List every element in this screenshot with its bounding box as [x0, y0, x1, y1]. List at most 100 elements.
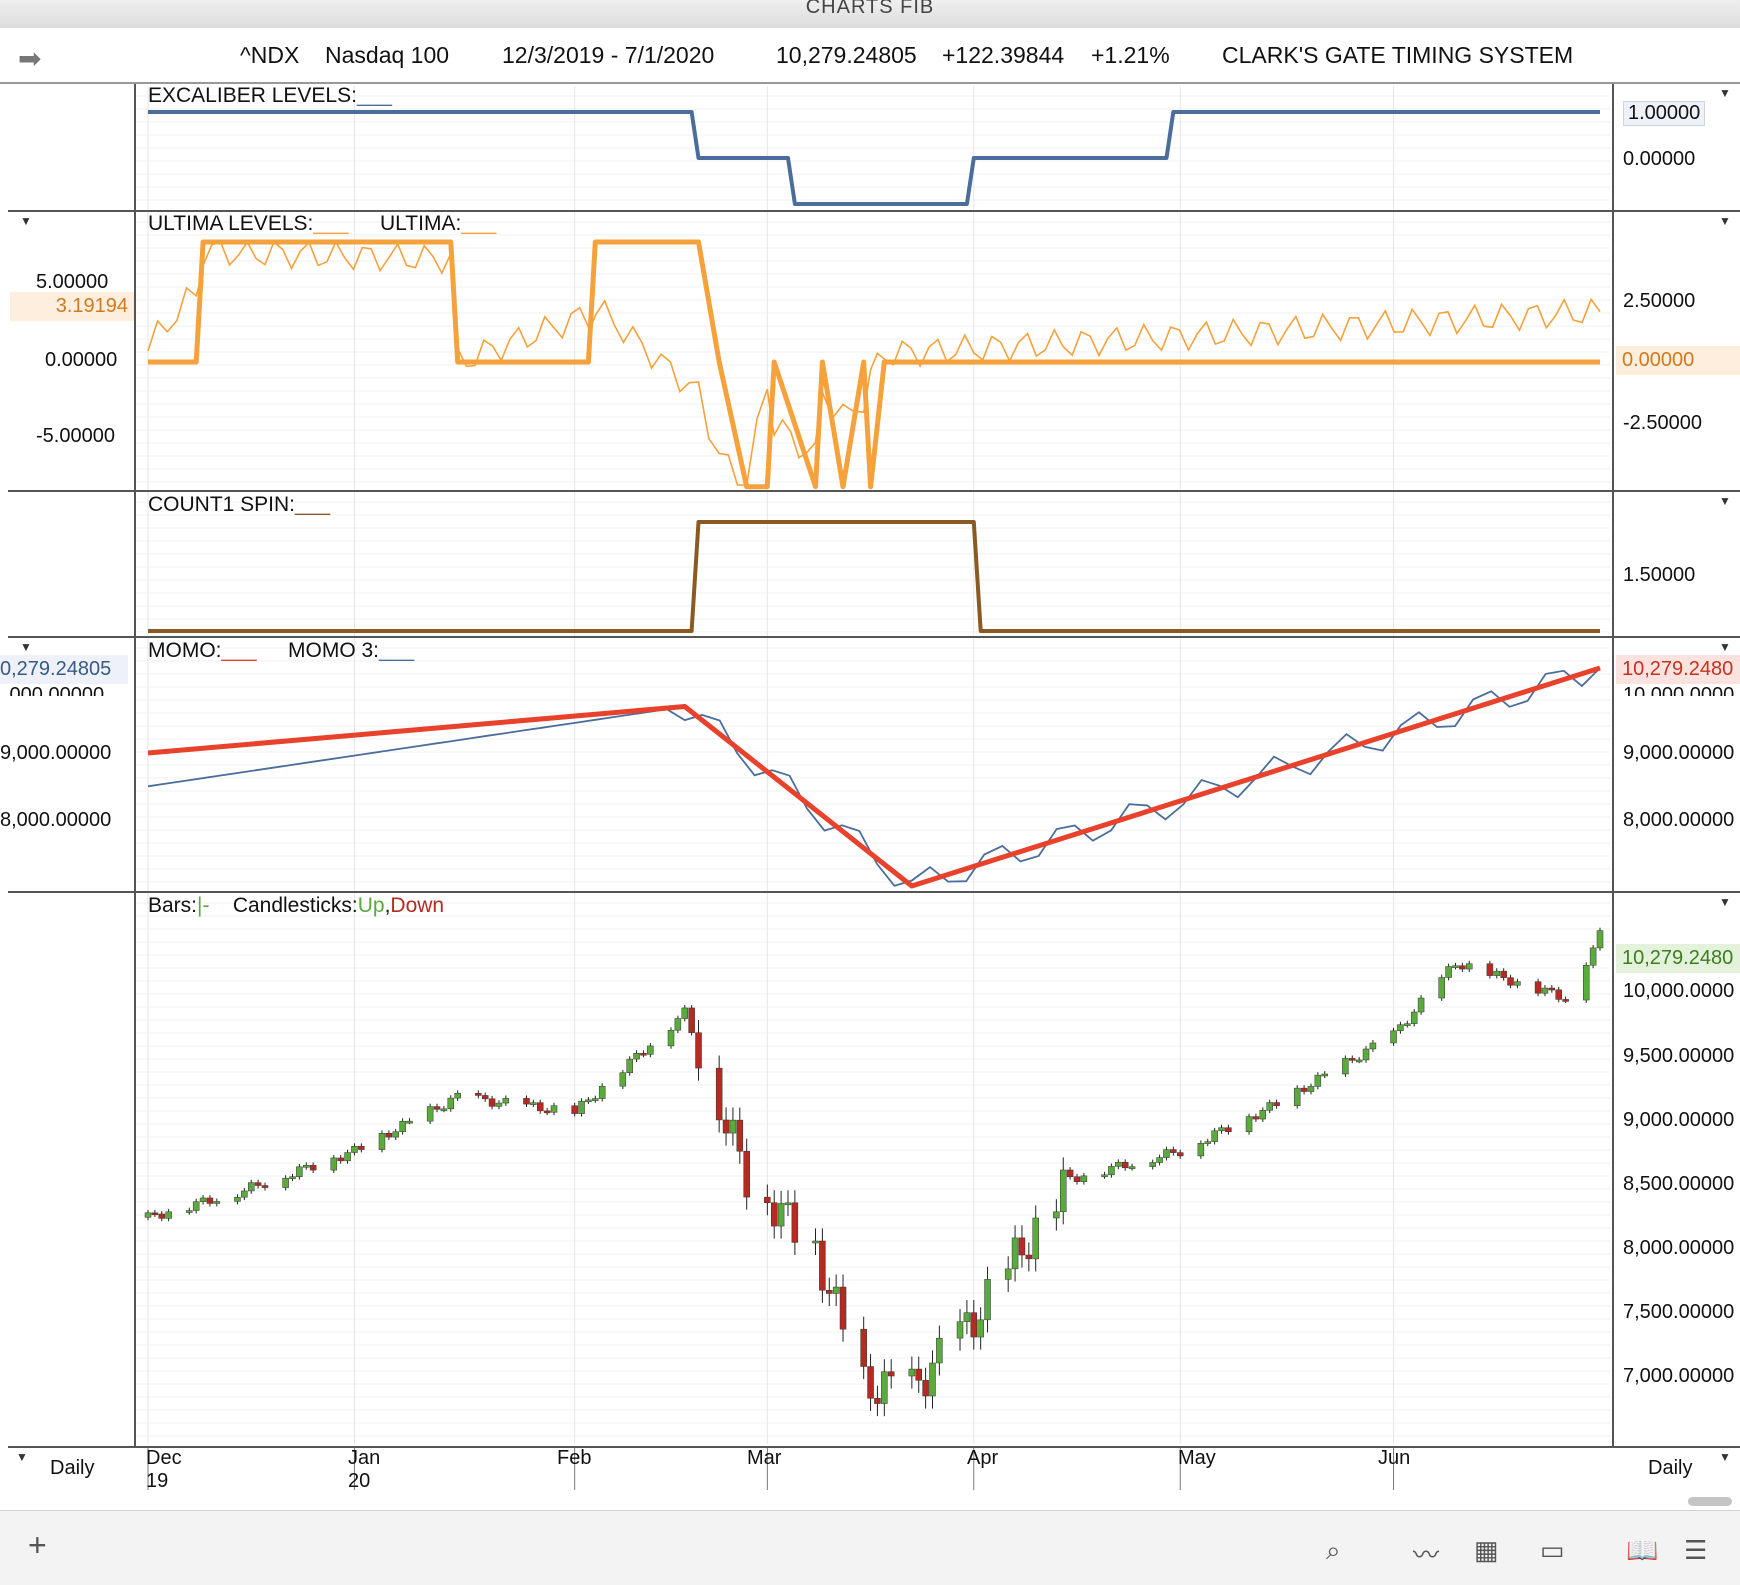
pane-divider[interactable] — [8, 891, 1740, 893]
pane-menu-caret-icon[interactable]: ▼ — [20, 640, 32, 654]
candle-body — [358, 1146, 365, 1150]
candle-body — [289, 1176, 296, 1179]
bars-symbol: |- — [197, 894, 210, 917]
candle-body — [1211, 1130, 1218, 1142]
arrow-right-icon[interactable]: ➡ — [18, 43, 42, 74]
line-chart-icon[interactable]: 〰 — [1413, 1540, 1440, 1570]
candle-body — [254, 1182, 262, 1186]
period-menu-caret-icon[interactable]: ▼ — [16, 1450, 28, 1464]
candle-body — [1101, 1174, 1108, 1178]
candle-body — [1596, 930, 1604, 949]
menu-icon[interactable]: ☰ — [1684, 1535, 1708, 1565]
candle-body — [619, 1072, 627, 1087]
instrument-name: Nasdaq 100 — [325, 42, 450, 68]
momo-right-tick-9000: 9,000.00000 — [1623, 742, 1735, 764]
pane-divider[interactable] — [8, 636, 1740, 638]
candle-body — [1410, 1011, 1418, 1024]
period-right[interactable]: Daily — [1648, 1457, 1693, 1479]
candle-body — [426, 1106, 434, 1122]
panel-icon[interactable]: ▭ — [1540, 1535, 1565, 1565]
candle-body — [784, 1202, 792, 1206]
candle-body — [337, 1157, 344, 1162]
date-range: 12/3/2019 - 7/1/2020 — [502, 42, 715, 68]
candle-body — [722, 1119, 730, 1134]
pane-divider[interactable] — [8, 490, 1740, 492]
candle-body — [1266, 1102, 1273, 1111]
candle-body — [729, 1119, 737, 1134]
candle-body — [743, 1150, 750, 1198]
pane-menu-caret-icon[interactable]: ▼ — [20, 214, 32, 228]
candle-body — [839, 1286, 847, 1330]
candle-body — [1548, 987, 1556, 991]
candle-body — [1369, 1042, 1377, 1050]
candle-body — [1397, 1024, 1404, 1032]
candle-body — [1307, 1086, 1315, 1092]
candle-body — [1080, 1175, 1088, 1182]
month-jan: Jan — [348, 1447, 381, 1469]
period-menu-caret-icon[interactable]: ▼ — [1719, 1450, 1731, 1464]
candle-body — [592, 1098, 599, 1101]
candle-body — [144, 1212, 152, 1218]
candle-body — [241, 1190, 248, 1198]
horizontal-scrollbar[interactable] — [1688, 1497, 1732, 1506]
count-label: COUNT1 SPIN:___ — [148, 493, 330, 517]
ultima-label: ULTIMA:___ — [380, 212, 496, 236]
up-text: Up — [357, 894, 385, 917]
ultima-left-value-tag: 3.19194 — [10, 292, 134, 321]
candle-body — [1486, 963, 1494, 976]
candle-body — [530, 1102, 537, 1105]
candle-body — [351, 1146, 358, 1153]
legend-swatch: ___ — [221, 639, 257, 662]
candle-body — [523, 1098, 530, 1105]
candle-body — [1121, 1161, 1129, 1169]
grid-icon[interactable]: ▦ — [1474, 1535, 1499, 1565]
candle-body — [922, 1380, 929, 1397]
excaliber-label-text: EXCALIBER LEVELS: — [148, 84, 357, 107]
price-tick-9500: 9,500.00000 — [1623, 1045, 1735, 1067]
pane-menu-caret-icon[interactable]: ▼ — [1719, 494, 1731, 508]
candle-body — [832, 1286, 840, 1294]
candle-body — [867, 1366, 874, 1399]
last-price: 10,279.24805 — [776, 42, 917, 68]
candle-body — [1073, 1176, 1081, 1182]
candle-body — [977, 1319, 984, 1338]
candle-body — [1176, 1152, 1184, 1157]
momo-right-value-tag: 10,279.2480 — [1616, 655, 1740, 684]
search-icon[interactable]: ⌕ — [1326, 1535, 1341, 1565]
candle-body — [1500, 970, 1507, 978]
momo3-label: MOMO 3:___ — [288, 639, 414, 663]
period-left[interactable]: Daily — [50, 1457, 95, 1479]
candle-body — [1507, 977, 1514, 986]
candle-body — [1555, 989, 1562, 1000]
price-tick-8000: 8,000.00000 — [1623, 1237, 1735, 1259]
candle-body — [1163, 1149, 1170, 1158]
ultima-levels-label: ULTIMA LEVELS:___ — [148, 212, 348, 236]
legend-swatch: ___ — [295, 493, 331, 516]
pane-menu-caret-icon[interactable]: ▼ — [1719, 895, 1731, 909]
candle-body — [1108, 1166, 1115, 1176]
candle-body — [715, 1067, 723, 1121]
candle-body — [1053, 1211, 1060, 1219]
candle-body — [399, 1120, 406, 1133]
candle-body — [929, 1362, 936, 1397]
pane-divider[interactable] — [8, 210, 1740, 212]
candle-body — [550, 1105, 558, 1113]
momo-text: MOMO: — [148, 639, 222, 662]
candle-body — [392, 1131, 399, 1138]
candle-body — [192, 1201, 200, 1211]
book-icon[interactable]: 📖 — [1626, 1535, 1659, 1565]
momo-left-tick-10000: ,000.00000 — [4, 684, 105, 696]
pane-menu-caret-icon[interactable]: ▼ — [1719, 640, 1731, 654]
pane-menu-caret-icon[interactable]: ▼ — [1719, 214, 1731, 228]
candle-body — [1273, 1102, 1280, 1106]
candle-body — [536, 1102, 544, 1112]
candle-body — [915, 1368, 922, 1381]
plus-icon[interactable]: + — [28, 1527, 47, 1563]
candle-body — [440, 1108, 448, 1112]
candle-body — [1466, 963, 1473, 970]
candle-body — [495, 1102, 503, 1107]
candle-body — [963, 1312, 971, 1322]
candle-body — [585, 1099, 592, 1103]
pane-menu-caret-icon[interactable]: ▼ — [1719, 86, 1731, 100]
